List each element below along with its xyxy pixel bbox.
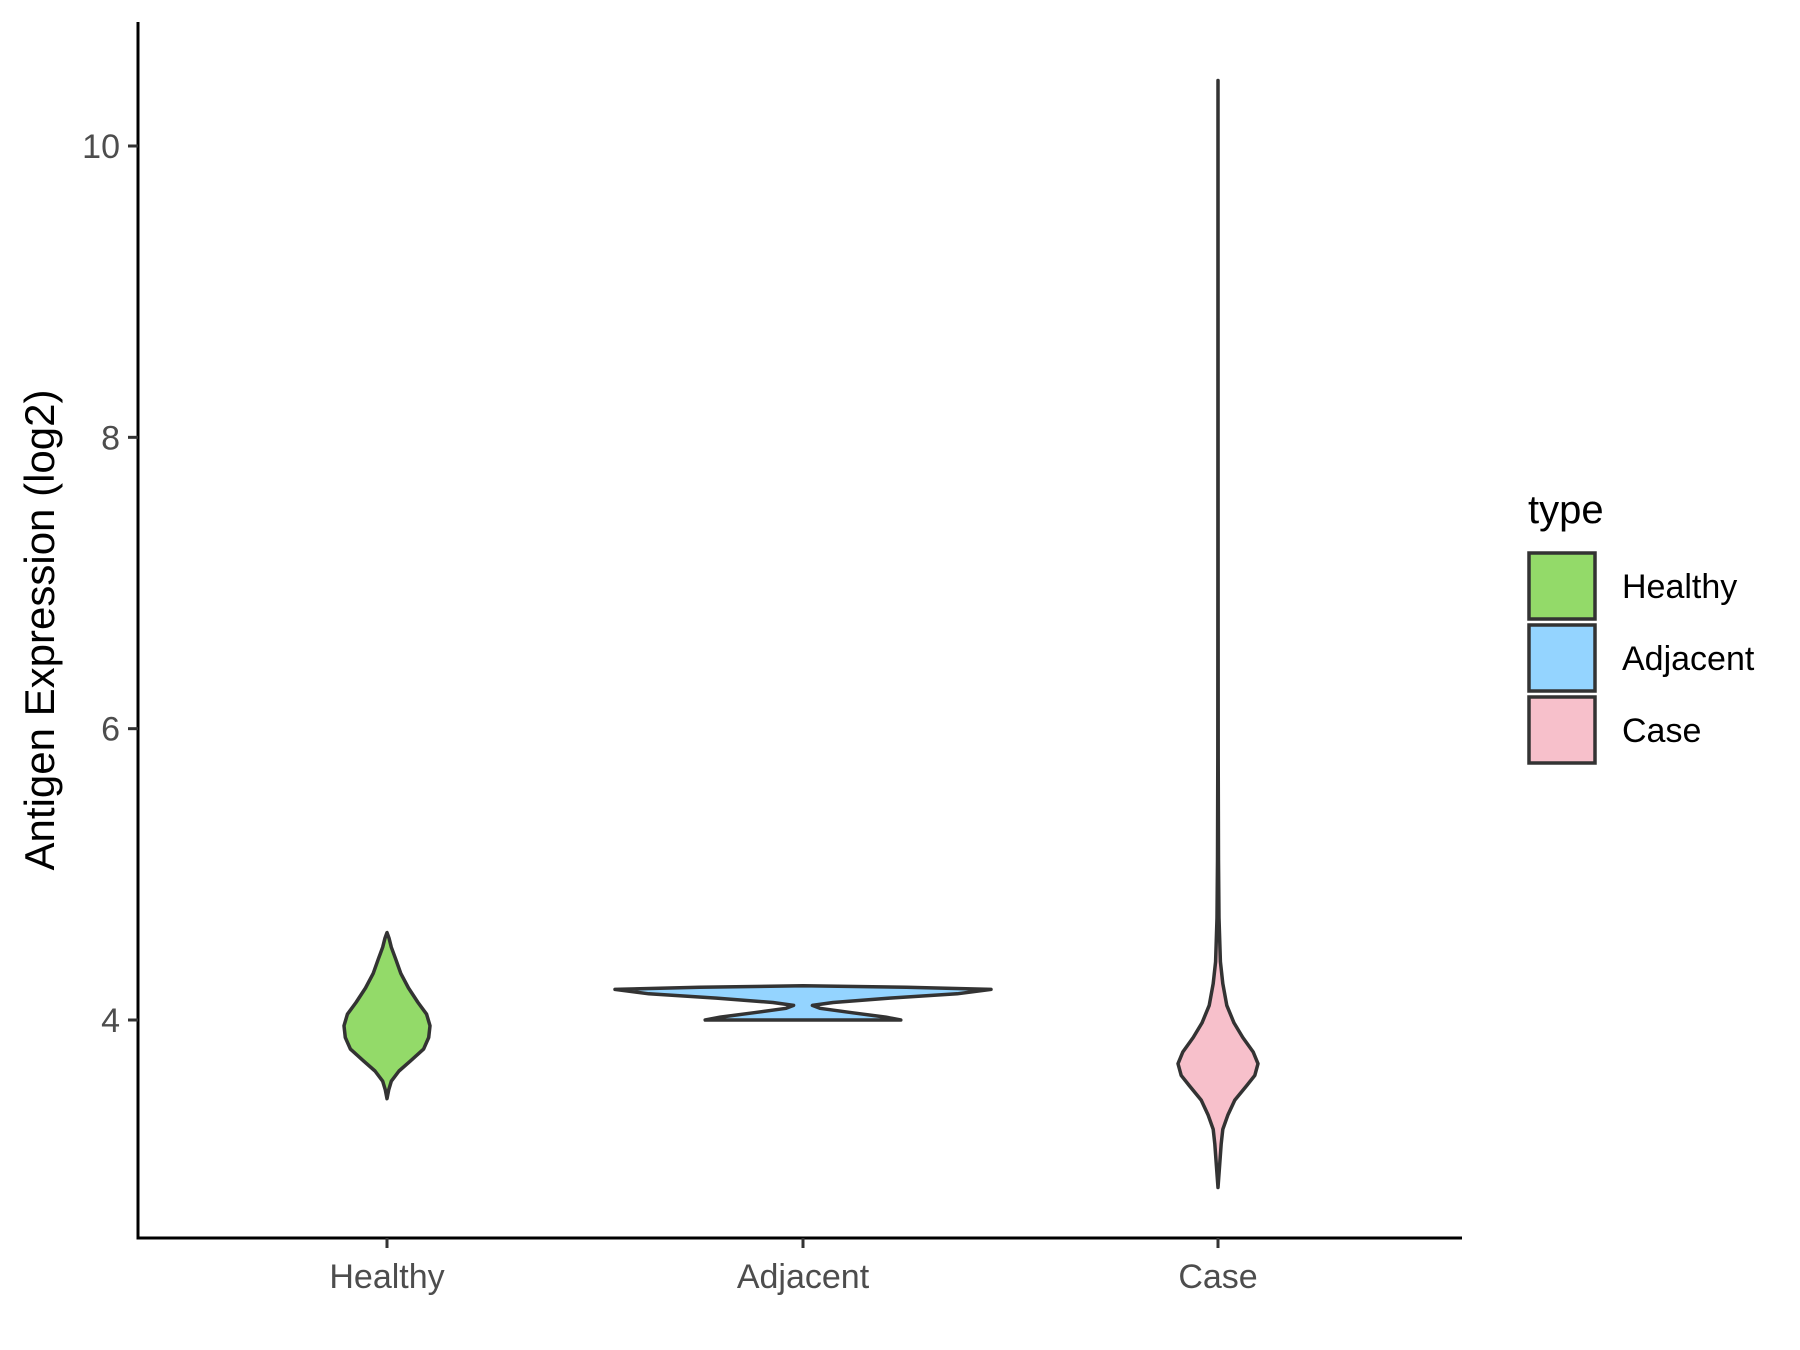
legend-swatch-case bbox=[1527, 695, 1597, 765]
legend-swatch-healthy bbox=[1527, 551, 1597, 621]
legend: type Healthy Adjacent Case bbox=[1527, 488, 1755, 765]
x-tick-label: Adjacent bbox=[737, 1258, 870, 1296]
legend-label-case: Case bbox=[1622, 712, 1701, 750]
y-tick-label: 10 bbox=[82, 128, 120, 166]
legend-label-healthy: Healthy bbox=[1622, 568, 1737, 606]
y-tick-label: 8 bbox=[101, 419, 120, 457]
x-tick-label: Case bbox=[1178, 1258, 1257, 1296]
x-tick-label: Healthy bbox=[329, 1258, 444, 1296]
y-axis-title: Antigen Expression (log2) bbox=[16, 390, 63, 871]
violins-layer bbox=[342, 78, 1260, 1190]
y-tick-label: 4 bbox=[101, 1002, 120, 1040]
violin-healthy bbox=[342, 930, 432, 1101]
legend-label-adjacent: Adjacent bbox=[1622, 640, 1755, 678]
y-tick-label: 6 bbox=[101, 711, 120, 749]
legend-swatch-adjacent bbox=[1527, 623, 1597, 693]
axes-layer: 4 6 8 10 Healthy Adjacent Case Antigen Expressi… bbox=[16, 22, 1462, 1296]
legend-title: type bbox=[1528, 488, 1604, 532]
violin-case bbox=[1176, 78, 1260, 1190]
violin-adjacent bbox=[613, 984, 993, 1022]
